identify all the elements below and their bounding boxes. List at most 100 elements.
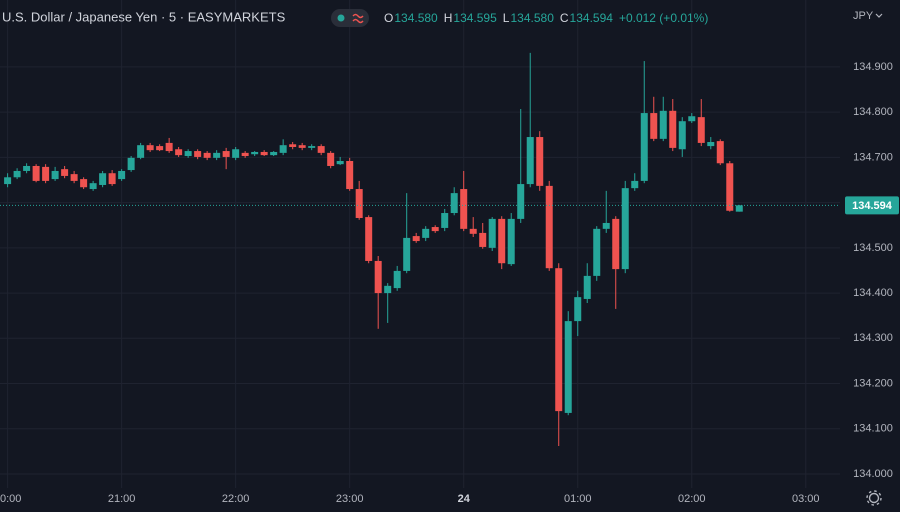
candle-body bbox=[574, 297, 582, 322]
candle-body bbox=[669, 110, 677, 148]
ohlc-key: C bbox=[560, 11, 569, 25]
settings-gear bbox=[868, 492, 880, 504]
candle-body bbox=[203, 152, 211, 158]
candle-body bbox=[583, 275, 591, 299]
ohlc-key: L bbox=[503, 11, 510, 25]
candle-body bbox=[355, 189, 363, 218]
candle-body bbox=[659, 110, 667, 139]
currency-label[interactable]: JPY bbox=[853, 10, 874, 22]
candle-body bbox=[70, 174, 78, 181]
candle-body bbox=[232, 149, 240, 158]
candle-body bbox=[431, 227, 439, 232]
candle-body bbox=[327, 152, 335, 166]
candle-body bbox=[707, 142, 715, 147]
candle-body bbox=[42, 166, 50, 181]
candle-body bbox=[716, 141, 724, 164]
candle-body bbox=[536, 137, 544, 186]
candle-body bbox=[697, 117, 705, 143]
candle-body bbox=[650, 113, 658, 139]
candle-body bbox=[726, 163, 734, 211]
candle-body bbox=[403, 237, 411, 271]
candle-body bbox=[308, 146, 316, 148]
candle-body bbox=[365, 217, 373, 261]
candle-body bbox=[317, 146, 325, 153]
candle-body bbox=[251, 151, 259, 155]
candle-body bbox=[678, 121, 686, 150]
candle-body bbox=[23, 165, 31, 171]
candle-body bbox=[32, 165, 40, 181]
candle-body bbox=[336, 161, 344, 165]
candle-body bbox=[61, 169, 69, 176]
candle-body bbox=[412, 236, 420, 242]
last-price-label: 134.594 bbox=[852, 200, 893, 212]
y-tick-label: 134.200 bbox=[853, 377, 893, 389]
candle-body bbox=[4, 177, 12, 185]
grid bbox=[0, 0, 840, 488]
candle-body bbox=[289, 144, 297, 147]
candle-body bbox=[450, 193, 458, 214]
candle-body bbox=[593, 228, 601, 276]
candle-body bbox=[545, 185, 553, 269]
candle-body bbox=[184, 151, 192, 157]
candle-body bbox=[441, 213, 449, 228]
candle-body bbox=[640, 113, 648, 181]
y-tick-label: 134.500 bbox=[853, 242, 893, 254]
status-pill[interactable] bbox=[331, 9, 369, 27]
candle-body bbox=[89, 183, 97, 190]
candle-body bbox=[526, 137, 534, 185]
candle-body bbox=[422, 228, 430, 238]
ohlc-value: 134.594 bbox=[570, 11, 614, 25]
x-tick-label: 23:00 bbox=[336, 493, 364, 505]
candle-body bbox=[346, 161, 354, 190]
candle-body bbox=[498, 218, 506, 264]
candle-body bbox=[127, 157, 135, 171]
candle-body bbox=[165, 142, 173, 152]
candle-body bbox=[213, 152, 221, 158]
candle-body bbox=[488, 218, 496, 248]
candle-body bbox=[156, 146, 164, 151]
candle-body bbox=[80, 179, 88, 188]
candle-body bbox=[735, 205, 743, 212]
candles bbox=[0, 52, 840, 446]
currency-chevron bbox=[875, 13, 883, 18]
candle-body bbox=[298, 145, 306, 148]
settings-icon[interactable] bbox=[866, 490, 882, 506]
candle-body bbox=[631, 180, 639, 189]
ohlc-value: 134.595 bbox=[453, 11, 497, 25]
ohlc-key: O bbox=[384, 11, 393, 25]
candle-body bbox=[175, 149, 183, 156]
candle-body bbox=[479, 232, 487, 247]
chart-title: U.S. Dollar / Japanese Yen · 5 · EASYMAR… bbox=[2, 9, 286, 24]
y-tick-label: 134.400 bbox=[853, 287, 893, 299]
candle-body bbox=[469, 228, 477, 234]
candle-body bbox=[260, 151, 268, 156]
ohlc-value: 134.580 bbox=[510, 11, 554, 25]
settings-teeth bbox=[866, 490, 882, 506]
candle-body bbox=[393, 270, 401, 289]
x-tick-label: 03:00 bbox=[792, 493, 820, 505]
x-tick-label: 22:00 bbox=[222, 493, 250, 505]
last-price-box bbox=[845, 196, 899, 215]
candle-body bbox=[108, 173, 116, 185]
x-tick-label: 20:00 bbox=[0, 493, 21, 505]
candle-body bbox=[602, 222, 610, 229]
y-tick-label: 134.900 bbox=[853, 61, 893, 73]
market-open-dot bbox=[337, 14, 345, 22]
x-tick-label: 24 bbox=[458, 493, 471, 505]
candle-body bbox=[118, 170, 126, 180]
ohlc-value: 134.580 bbox=[394, 11, 438, 25]
header: U.S. Dollar / Japanese Yen · 5 · EASYMAR… bbox=[2, 9, 708, 27]
x-tick-label: 02:00 bbox=[678, 493, 706, 505]
y-tick-label: 134.300 bbox=[853, 332, 893, 344]
axes: 134.000 134.100 134.200 134.300 134.400 134.5… bbox=[0, 61, 899, 505]
y-tick-label: 134.100 bbox=[853, 423, 893, 435]
candle-body bbox=[460, 189, 468, 229]
candle-body bbox=[51, 170, 59, 180]
x-tick-label: 21:00 bbox=[108, 493, 136, 505]
candle-body bbox=[279, 145, 287, 153]
candle-body bbox=[99, 173, 107, 185]
candle-body bbox=[13, 170, 21, 178]
candle-body bbox=[564, 321, 572, 413]
